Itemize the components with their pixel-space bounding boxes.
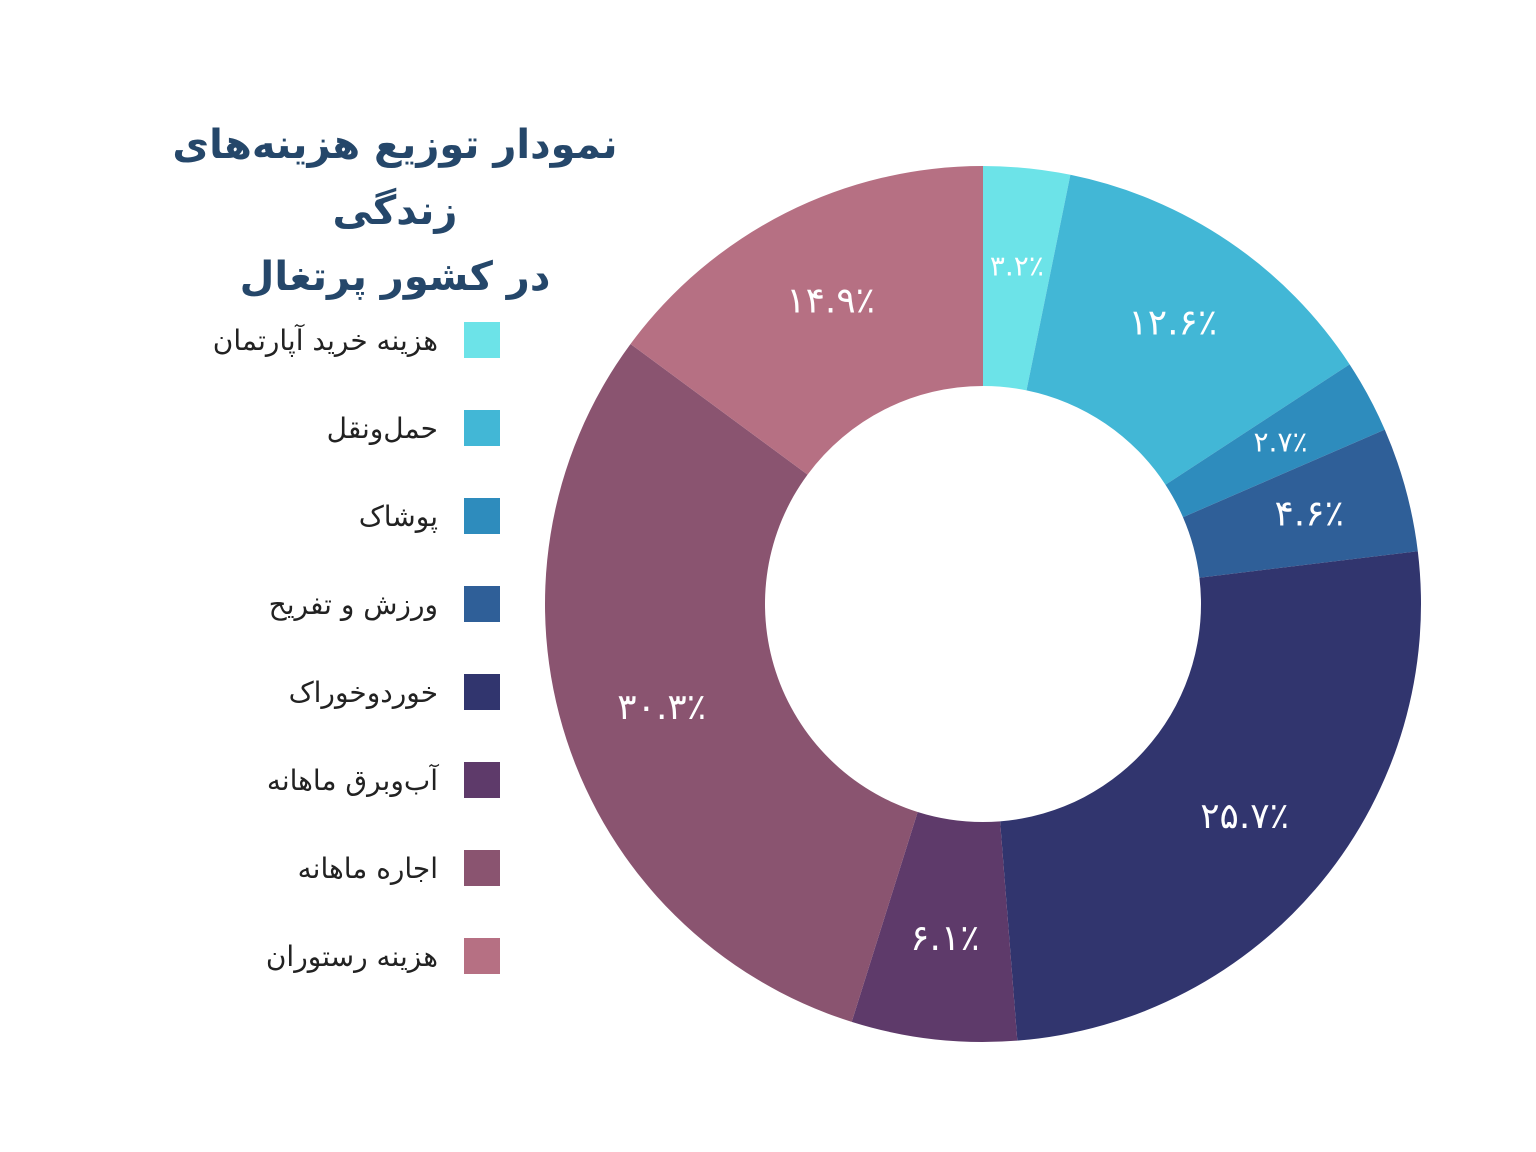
donut-slice <box>630 166 983 475</box>
legend-label: خوردوخوراک <box>288 675 438 709</box>
slice-value-label: ۴.۶٪ <box>1274 493 1343 534</box>
slice-value-label: ۳۰.۳٪ <box>617 687 706 728</box>
legend-item: پوشاک <box>150 472 500 560</box>
legend-swatch <box>464 322 500 358</box>
slice-value-label: ۶.۱٪ <box>910 918 979 959</box>
legend-label: ورزش و تفریح <box>268 587 438 621</box>
donut-slice <box>1026 174 1350 485</box>
slice-value-label: ۲۵.۷٪ <box>1200 796 1289 837</box>
legend-swatch <box>464 674 500 710</box>
legend-item: هزینه خرید آپارتمان <box>150 296 500 384</box>
legend-swatch <box>464 498 500 534</box>
legend-swatch <box>464 586 500 622</box>
legend-swatch <box>464 410 500 446</box>
slice-value-label: ۱۲.۶٪ <box>1128 302 1217 343</box>
slice-value-label: ۳.۲٪ <box>990 250 1044 283</box>
slice-value-label: ۲.۷٪ <box>1254 426 1308 459</box>
legend-label: هزینه رستوران <box>265 939 438 973</box>
legend-label: حمل‌ونقل <box>326 411 438 445</box>
chart-title-line-2: در کشور پرتغال <box>239 254 551 300</box>
legend-label: پوشاک <box>358 499 438 533</box>
legend-swatch <box>464 850 500 886</box>
chart-title: نمودار توزیع هزینه‌های زندگی در کشور پرت… <box>110 112 680 310</box>
legend-item: حمل‌ونقل <box>150 384 500 472</box>
legend-item: خوردوخوراک <box>150 648 500 736</box>
legend-label: اجاره ماهانه <box>297 851 438 885</box>
legend-item: ورزش و تفریح <box>150 560 500 648</box>
legend-swatch <box>464 762 500 798</box>
slice-value-label: ۱۴.۹٪ <box>786 280 875 321</box>
legend-swatch <box>464 938 500 974</box>
legend-label: آب‌وبرق ماهانه <box>266 763 438 797</box>
donut-slice <box>851 811 1018 1042</box>
legend-item: آب‌وبرق ماهانه <box>150 736 500 824</box>
legend-label: هزینه خرید آپارتمان <box>212 323 438 357</box>
donut-slice <box>1182 429 1418 578</box>
legend: هزینه خرید آپارتمان حمل‌ونقل پوشاک ورزش … <box>150 296 500 1000</box>
legend-item: اجاره ماهانه <box>150 824 500 912</box>
legend-item: هزینه رستوران <box>150 912 500 1000</box>
chart-title-line-1: نمودار توزیع هزینه‌های زندگی <box>172 122 618 234</box>
donut-slice <box>1000 551 1421 1041</box>
donut-slice <box>1165 364 1385 518</box>
donut-slice <box>545 343 918 1022</box>
donut-slice <box>983 166 1071 391</box>
